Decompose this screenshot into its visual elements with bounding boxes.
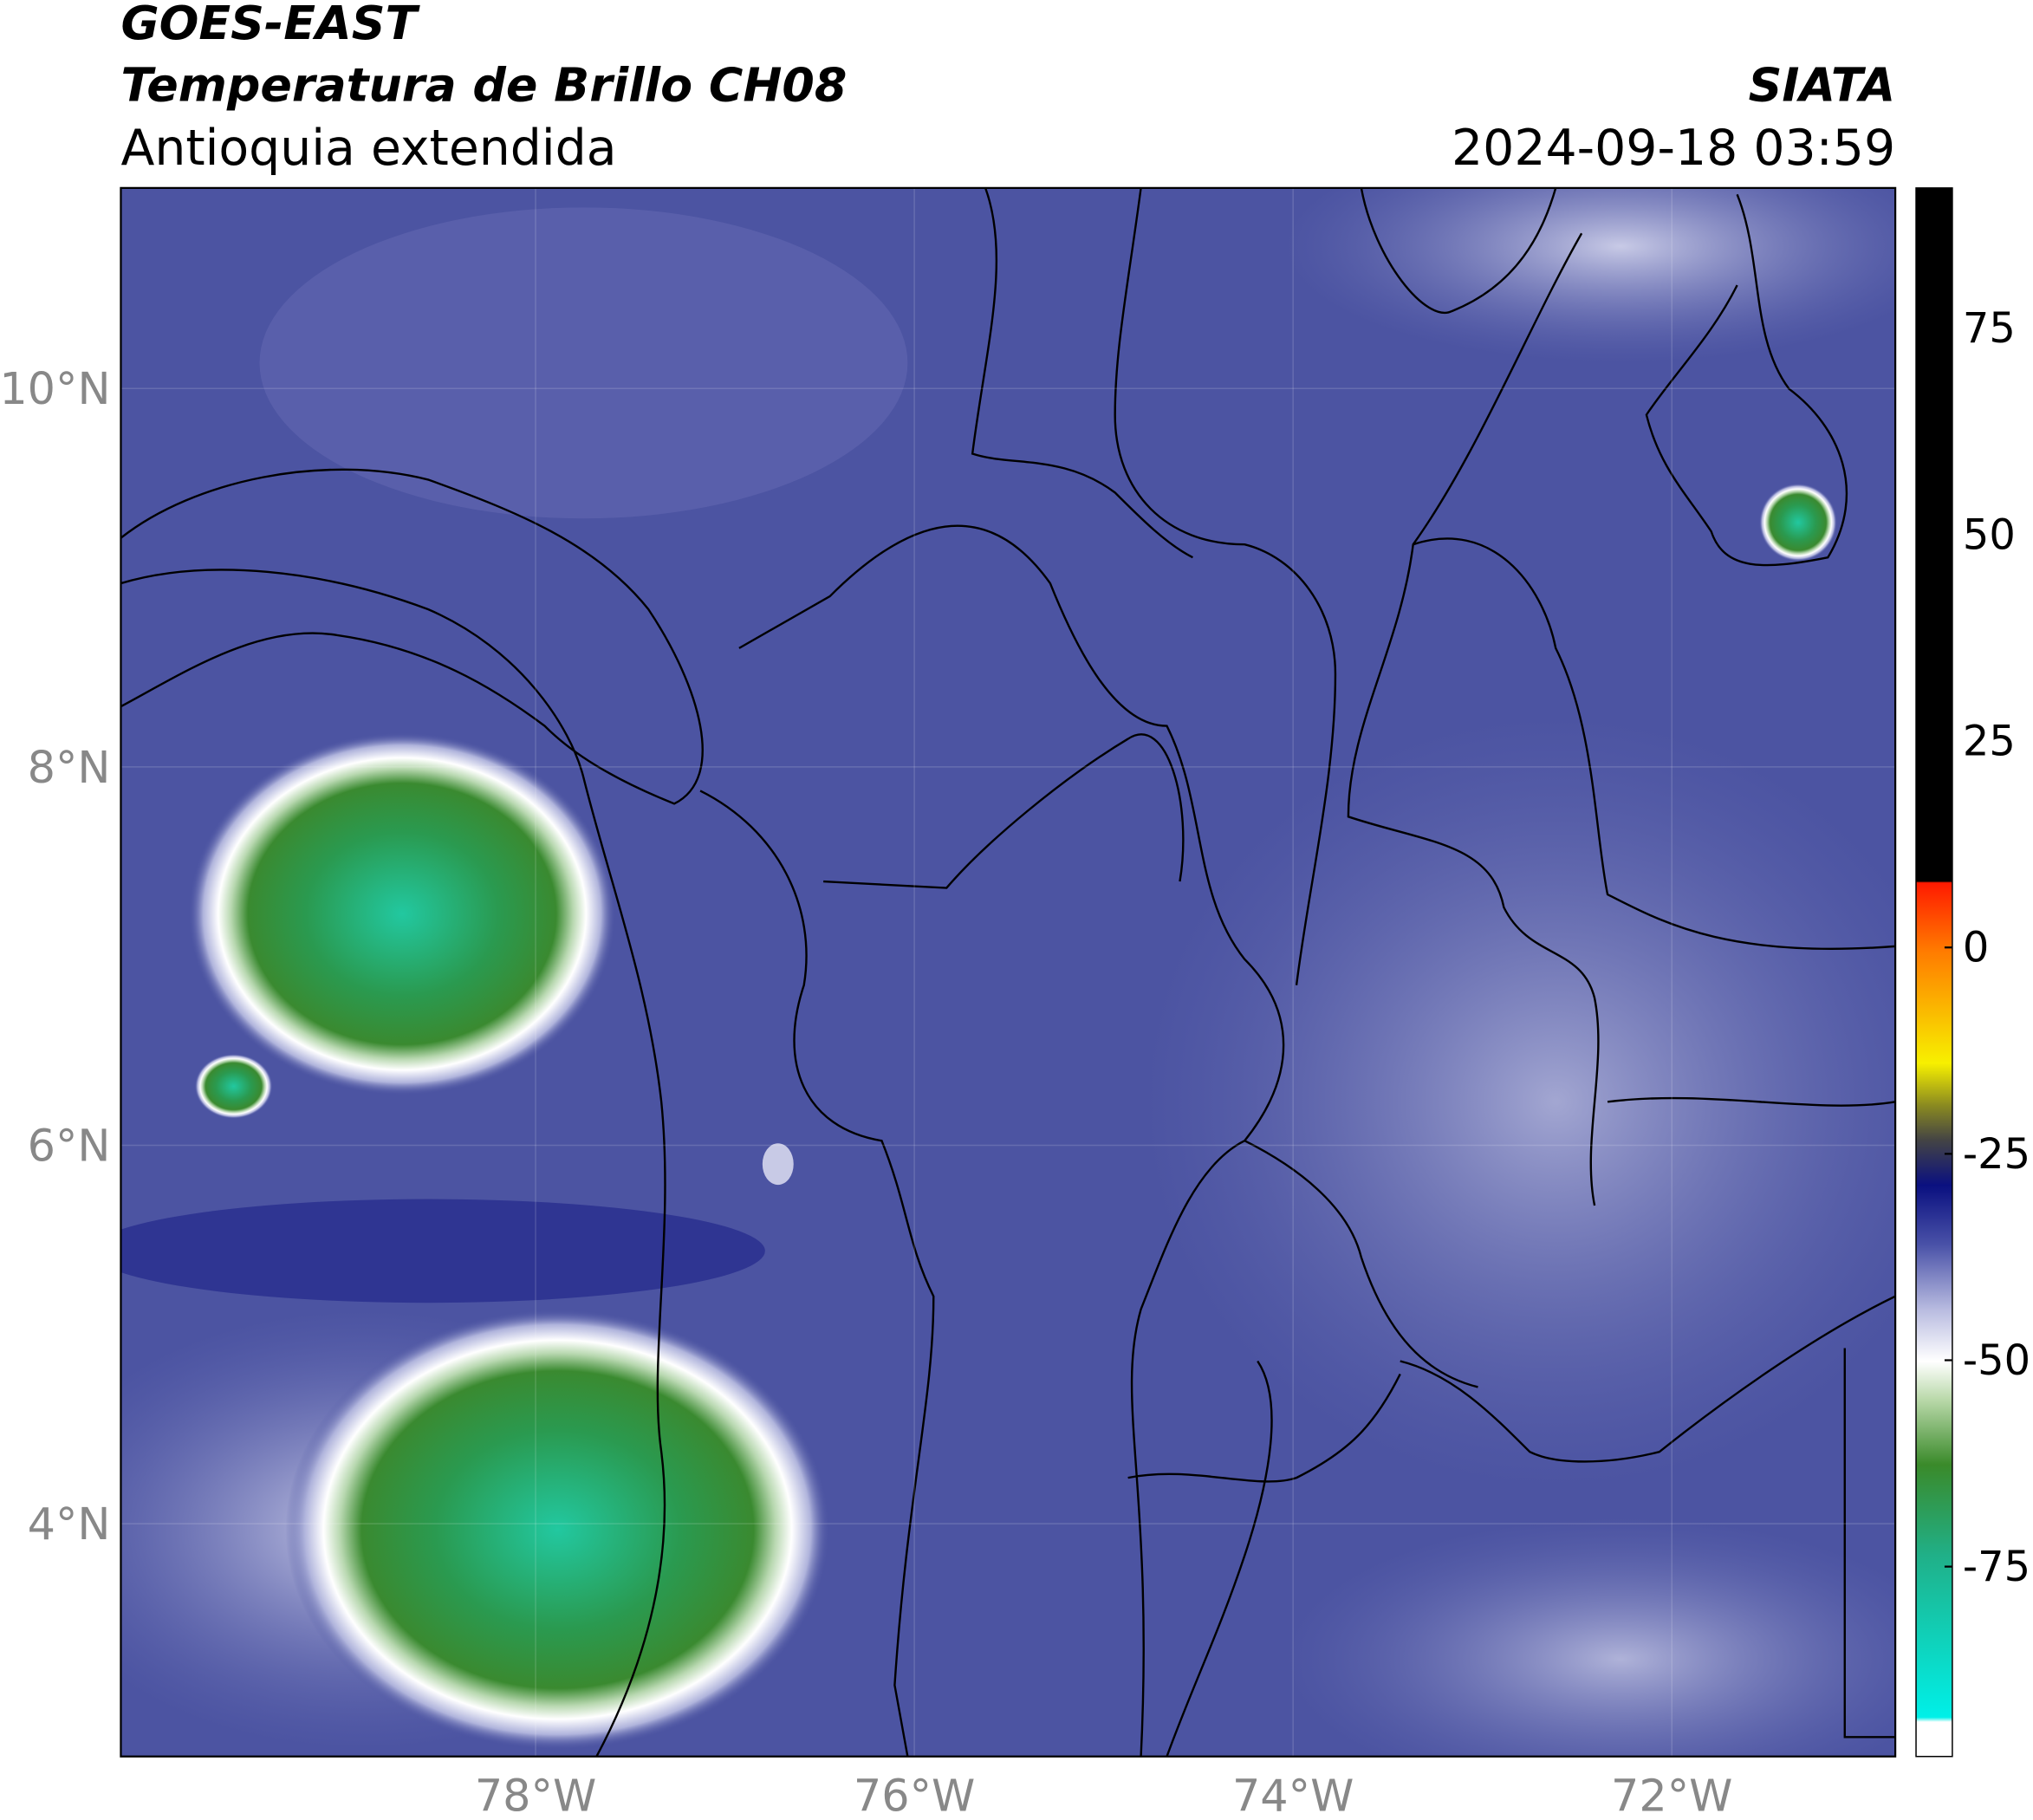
lat-label: 8°N bbox=[28, 742, 111, 793]
lon-label: 74°W bbox=[1232, 1771, 1354, 1820]
colorbar-label: -50 bbox=[1963, 1337, 2030, 1385]
lon-label: 76°W bbox=[854, 1771, 975, 1820]
lat-label: 6°N bbox=[28, 1121, 111, 1172]
map-frame bbox=[120, 186, 1897, 1758]
region: Antioquia extendida bbox=[120, 120, 616, 177]
datetime: 2024-09-18 03:59 bbox=[1452, 120, 1895, 177]
colorbar-label: -75 bbox=[1963, 1544, 2030, 1591]
lon-label: 78°W bbox=[475, 1771, 596, 1820]
product: Temperatura de Brillo CH08 bbox=[120, 58, 847, 113]
colorbar-label: -25 bbox=[1963, 1131, 2030, 1179]
borders bbox=[120, 187, 1896, 1757]
lon-label: 72°W bbox=[1611, 1771, 1732, 1820]
satellite: GOES-EAST bbox=[120, 0, 420, 50]
colorbar-label: 0 bbox=[1963, 925, 1989, 972]
agency: SIATA bbox=[1749, 58, 1896, 113]
colorbar-label: 50 bbox=[1963, 511, 2016, 559]
lat-label: 10°N bbox=[0, 363, 110, 414]
lat-label: 4°N bbox=[28, 1498, 111, 1550]
colorbar-label: 75 bbox=[1963, 305, 2016, 353]
imagery bbox=[120, 187, 1896, 1757]
graticule bbox=[120, 187, 1896, 1757]
colorbar bbox=[1915, 187, 1953, 1758]
colorbar-label: 25 bbox=[1963, 718, 2016, 766]
